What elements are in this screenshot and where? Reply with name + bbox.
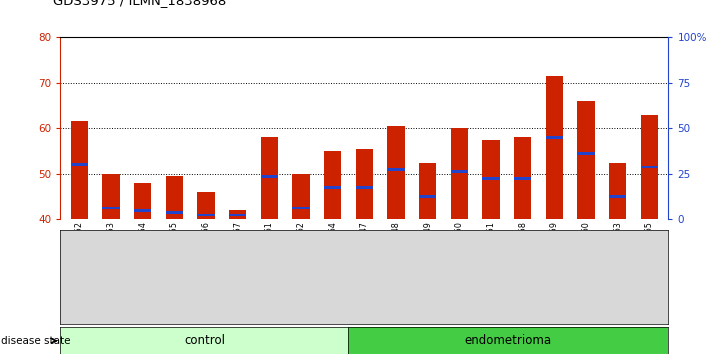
Bar xyxy=(102,207,119,210)
Bar xyxy=(134,183,151,219)
Bar xyxy=(229,213,247,216)
Bar xyxy=(324,186,341,189)
Bar xyxy=(356,186,373,189)
Text: disease state: disease state xyxy=(1,336,71,346)
Bar xyxy=(482,140,500,219)
Bar xyxy=(166,176,183,219)
Text: GDS3975 / ILMN_1838968: GDS3975 / ILMN_1838968 xyxy=(53,0,227,7)
Bar xyxy=(134,209,151,212)
Bar xyxy=(356,149,373,219)
Bar xyxy=(577,152,594,155)
Bar xyxy=(292,174,310,219)
Bar xyxy=(419,162,437,219)
Bar xyxy=(419,195,437,198)
Bar xyxy=(514,177,531,180)
Bar xyxy=(451,170,468,173)
Bar xyxy=(577,101,594,219)
Bar xyxy=(609,162,626,219)
Bar xyxy=(261,175,278,178)
Text: control: control xyxy=(184,334,225,347)
Bar xyxy=(641,115,658,219)
Bar xyxy=(609,195,626,198)
Bar xyxy=(292,207,310,210)
Bar xyxy=(641,166,658,169)
Bar xyxy=(261,137,278,219)
Bar xyxy=(451,128,468,219)
Bar xyxy=(545,136,563,139)
Bar xyxy=(387,168,405,171)
Bar xyxy=(229,210,247,219)
Bar xyxy=(198,213,215,216)
Bar xyxy=(102,174,119,219)
Bar xyxy=(387,126,405,219)
Bar xyxy=(70,121,88,219)
Bar xyxy=(514,137,531,219)
Bar xyxy=(482,177,500,180)
Bar xyxy=(70,164,88,166)
Bar xyxy=(324,151,341,219)
Bar xyxy=(166,211,183,214)
Bar xyxy=(198,192,215,219)
Text: endometrioma: endometrioma xyxy=(465,334,552,347)
Bar xyxy=(545,76,563,219)
